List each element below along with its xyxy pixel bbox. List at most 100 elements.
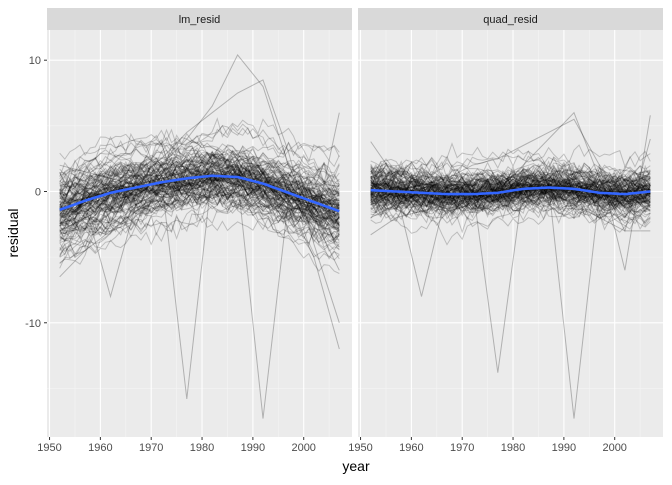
x-tick-label: 1980 [190,442,214,454]
residual-line-outlier [59,171,340,399]
residual-line [59,176,340,239]
residual-line [59,189,340,265]
residual-line [370,192,651,217]
residual-line [370,150,651,189]
residual-line [59,163,340,220]
residual-line [59,170,340,238]
residual-line [370,179,651,202]
residual-line [370,181,651,208]
residual-line [370,187,651,222]
residual-line [59,148,340,215]
residual-line [59,149,340,213]
residual-line [370,175,651,201]
gridlines-lm-resid [47,30,352,437]
residual-line [59,171,340,214]
residual-line [59,139,340,204]
x-tick-label: 1960 [399,442,423,454]
residual-line [59,191,340,274]
residual-line [370,180,651,213]
residual-line [370,144,651,191]
residual-line [59,151,340,207]
residual-line [59,188,340,252]
residual-line [370,173,651,202]
y-tick-label: -10 [25,318,41,330]
residual-line [370,177,651,204]
residual-line [370,170,651,195]
residual-line [370,167,651,199]
residual-line [59,172,340,239]
facet-label-quad-resid: quad_resid [483,14,537,26]
x-axis-lm-resid: 1950 1960 1970 1980 1990 2000 [37,437,316,454]
residual-line [370,179,651,208]
residual-line-outlier [370,184,651,236]
residual-line [370,142,651,190]
residual-line [59,208,340,253]
residual-line [59,147,340,213]
residual-line [370,199,651,233]
residual-line-outlier [370,111,651,233]
plot-panel-quad-resid [358,30,663,437]
residual-line [370,178,651,212]
residual-line [59,187,340,251]
x-tick-label: 1970 [450,442,474,454]
residual-line [370,180,651,206]
residual-line [59,151,340,186]
residual-line [59,175,340,243]
facet-panel-quad-resid: quad_resid 1950 1960 1970 1980 1990 2000 [348,8,663,454]
residual-line [59,159,340,227]
residual-line [370,162,651,194]
residual-line [370,165,651,194]
residual-line [59,186,340,269]
residual-line [370,186,651,227]
residual-line [370,180,651,215]
residual-line [59,123,340,197]
residual-line [59,180,340,232]
residual-line [59,180,340,242]
residual-line [370,173,651,207]
residual-line [59,178,340,251]
residual-line [59,158,340,225]
residual-line [370,165,651,193]
residual-line-outlier [59,112,340,233]
residual-line [59,161,340,208]
residual-line [59,158,340,213]
residual-line [59,178,340,242]
residual-line [59,182,340,235]
residual-line [59,171,340,243]
residual-line [59,183,340,255]
residual-line [370,172,651,201]
residual-line [59,167,340,230]
residual-line [370,191,651,227]
residual-line [59,165,340,223]
residual-line [370,175,651,210]
residual-line [59,175,340,244]
residual-line [59,133,340,211]
residual-line [370,177,651,214]
residual-line [59,174,340,235]
residual-line [370,162,651,194]
residual-line [59,156,340,233]
residual-line [370,184,651,211]
residual-line [370,161,651,200]
residual-line [59,141,340,177]
residual-line [370,162,651,190]
residual-line [370,165,651,193]
smooth-trend-lm-resid [59,174,340,213]
residual-line [370,196,651,246]
y-tick-label: 0 [35,186,41,198]
residual-line [370,172,651,202]
residual-line [59,170,340,225]
residual-line [59,180,340,226]
residual-line [370,181,651,207]
residual-line [59,179,340,260]
residual-line [59,169,340,227]
residual-line-outlier [370,184,651,373]
y-axis-title: residual [5,208,21,257]
residual-line [370,166,651,198]
x-axis-quad-resid: 1950 1960 1970 1980 1990 2000 [348,437,627,454]
residual-line-outlier [59,177,340,299]
residual-line [370,183,651,208]
residual-line [370,178,651,208]
y-tick-label: 10 [29,55,41,67]
residual-line [59,170,340,219]
